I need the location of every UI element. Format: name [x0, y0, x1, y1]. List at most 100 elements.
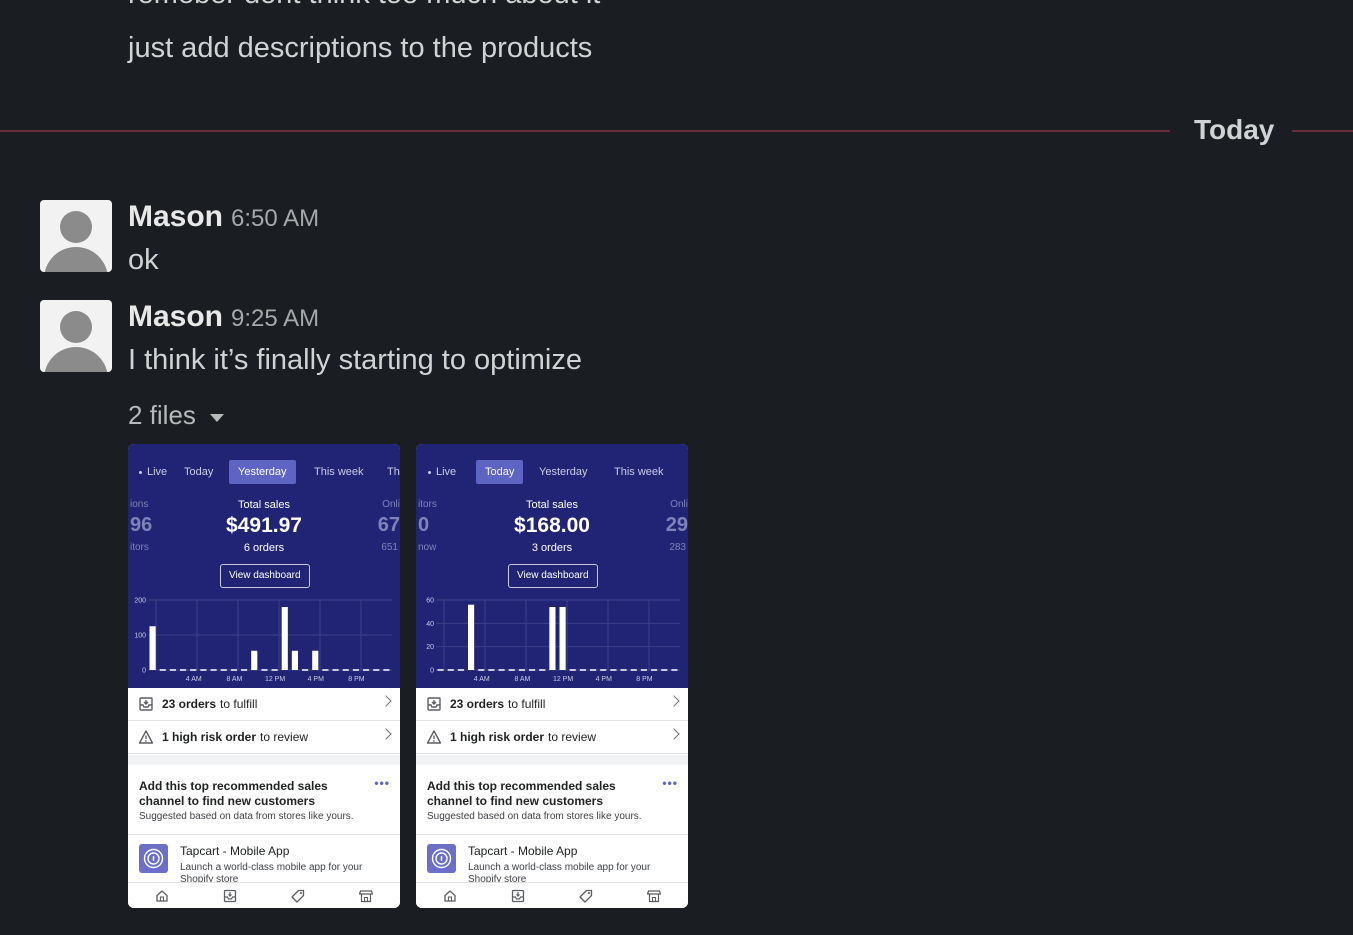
home-icon[interactable] [155, 889, 169, 903]
sales-summary-panel: Live Today Yesterday This week Th ions 96 it… [128, 444, 400, 688]
visitors-label: ions [130, 499, 149, 510]
orders-row-text: to fulfill [508, 697, 546, 711]
visitors-value: 96 [130, 514, 153, 536]
recommendation-subtitle: Suggested based on data from stores like… [139, 811, 354, 822]
x-tick-label: 8 PM [636, 676, 653, 683]
tab-live[interactable]: Live [130, 460, 176, 484]
view-dashboard-button[interactable]: View dashboard [220, 564, 310, 588]
tab-yesterday[interactable]: Yesterday [530, 460, 597, 484]
visitors-sub: itors [130, 542, 149, 553]
tab-this-week[interactable]: This week [305, 460, 373, 484]
total-sales-label: Total sales [238, 499, 290, 511]
x-tick-label: 12 PM [265, 676, 285, 683]
app-name[interactable]: Tapcart - Mobile App [180, 844, 290, 858]
user-avatar[interactable] [40, 200, 112, 272]
tab-label: This week [614, 466, 664, 478]
message-timestamp[interactable]: 9:25 AM [231, 305, 320, 332]
sales-summary-panel: Live Today Yesterday This week itors 0 now … [416, 444, 688, 688]
orders-icon[interactable] [511, 889, 525, 903]
online-value: 67 [377, 514, 400, 536]
online-sub: 651 [381, 542, 398, 553]
app-description: Launch a world-class mobile app for your… [180, 862, 363, 885]
file-thumbnail[interactable]: Live Today Yesterday This week itors 0 now … [416, 444, 688, 908]
tab-live[interactable]: Live [419, 460, 465, 484]
y-tick-label: 0 [142, 668, 146, 675]
app-description: Launch a world-class mobile app for your… [468, 862, 651, 885]
message-author[interactable]: Mason [128, 300, 224, 333]
section-separator [416, 834, 688, 835]
chevron-right-icon [668, 728, 680, 740]
date-divider-line [1292, 130, 1353, 132]
files-toggle[interactable]: 2 files [128, 400, 224, 431]
tab-this-week[interactable]: This week [605, 460, 673, 484]
tag-icon[interactable] [291, 889, 305, 903]
period-tabs: Live Today Yesterday This week Th [128, 460, 400, 484]
y-tick-label: 60 [426, 598, 434, 605]
message-timestamp[interactable]: 6:50 AM [231, 205, 320, 232]
chart-bar [549, 607, 556, 670]
tab-today[interactable]: Today [476, 460, 524, 484]
message-text: ok [128, 244, 159, 276]
tab-label: Yesterday [539, 466, 588, 478]
tag-icon[interactable] [579, 889, 593, 903]
section-separator [416, 755, 688, 765]
orders-to-fulfill-row[interactable]: 23 orders to fulfill [128, 688, 400, 721]
user-avatar[interactable] [40, 300, 112, 372]
sales-bar-chart: 0 100 200 4 AM 8 AM 12 PM 4 PM 8 PM [134, 598, 392, 683]
more-options-icon[interactable]: ••• [374, 776, 390, 790]
warning-icon [138, 730, 154, 744]
tab-label: This week [314, 466, 364, 478]
recommendation-title: Add this top recommended sales channel t… [427, 779, 616, 808]
y-tick-label: 40 [426, 621, 434, 628]
view-dashboard-button[interactable]: View dashboard [508, 564, 598, 588]
orders-row-text: to fulfill [220, 697, 258, 711]
home-icon[interactable] [443, 889, 457, 903]
chart-bar [149, 626, 156, 670]
section-separator [128, 755, 400, 765]
previous-message-line: just add descriptions to the products [128, 32, 593, 64]
visitors-value: 0 [418, 514, 430, 536]
chart-bar [559, 607, 566, 670]
y-tick-label: 100 [134, 633, 146, 640]
high-risk-order-row[interactable]: 1 high risk order to review [128, 721, 400, 754]
bottom-navigation [416, 882, 688, 908]
x-tick-label: 8 AM [226, 676, 242, 683]
risk-count-bold: 1 high risk order [162, 730, 257, 744]
tab-yesterday[interactable]: Yesterday [229, 460, 296, 484]
chevron-right-icon [668, 695, 680, 707]
orders-to-fulfill-row[interactable]: 23 orders to fulfill [416, 688, 688, 721]
caret-down-icon [209, 413, 224, 422]
orders-count-bold: 23 orders [450, 697, 505, 711]
inbox-icon [427, 697, 441, 711]
online-label: Onli [670, 499, 688, 510]
x-tick-label: 8 AM [514, 676, 530, 683]
bottom-navigation [128, 882, 400, 908]
file-thumbnail[interactable]: Live Today Yesterday This week Th ions 96 it… [128, 444, 400, 908]
more-options-icon[interactable]: ••• [662, 776, 678, 790]
store-icon[interactable] [647, 889, 661, 903]
orders-icon[interactable] [223, 889, 237, 903]
tab-label: Live [436, 466, 457, 478]
message-header: Mason 6:50 AM [128, 200, 319, 234]
fingerprint-icon[interactable] [139, 844, 168, 873]
visitors-label: itors [418, 499, 437, 510]
live-dot-icon [428, 470, 431, 474]
tab-label: Today [485, 466, 515, 478]
store-icon[interactable] [359, 889, 373, 903]
tab-th[interactable]: Th [378, 460, 400, 484]
tab-today[interactable]: Today [175, 460, 222, 484]
message-text: I think it’s finally starting to optimiz… [128, 344, 582, 376]
date-divider-label[interactable]: Today [1194, 114, 1275, 145]
total-sales-value: $491.97 [226, 514, 302, 537]
orders-count-bold: 23 orders [162, 697, 217, 711]
tab-label: Live [147, 466, 168, 478]
message-author[interactable]: Mason [128, 200, 224, 233]
tab-label: Th [387, 466, 400, 478]
app-name[interactable]: Tapcart - Mobile App [468, 844, 578, 858]
x-tick-label: 8 PM [348, 676, 365, 683]
x-tick-label: 4 AM [186, 676, 202, 683]
fingerprint-icon[interactable] [427, 844, 456, 873]
period-tabs: Live Today Yesterday This week [416, 460, 688, 484]
message-header: Mason 9:25 AM [128, 300, 319, 334]
high-risk-order-row[interactable]: 1 high risk order to review [416, 721, 688, 754]
